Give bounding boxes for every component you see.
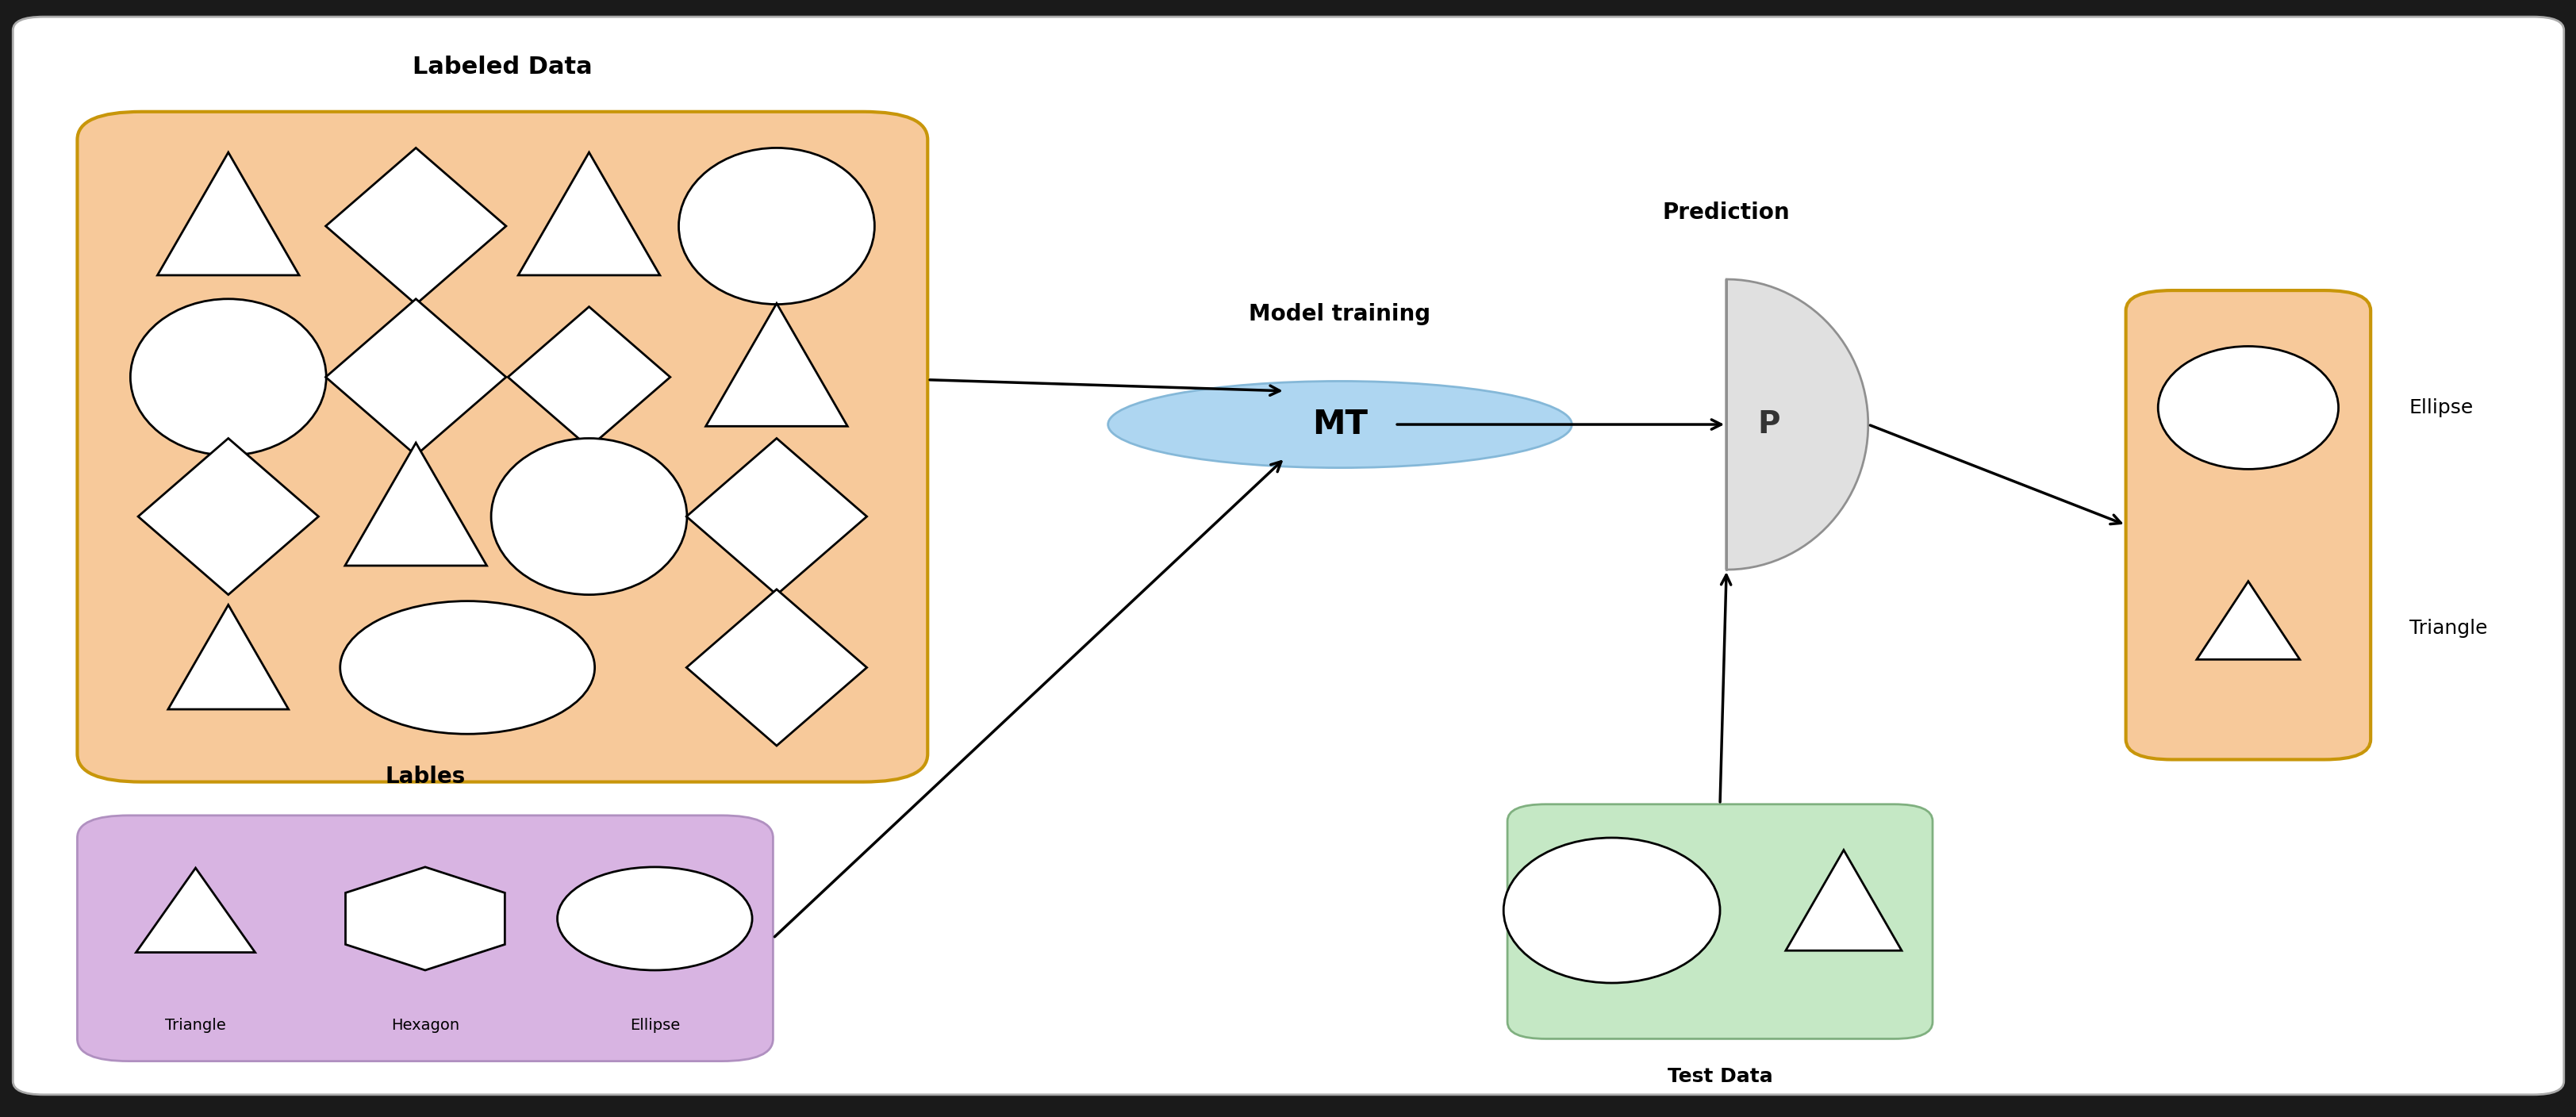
Text: Labeled Data: Labeled Data <box>412 55 592 78</box>
Polygon shape <box>507 307 670 448</box>
Ellipse shape <box>131 299 327 456</box>
Ellipse shape <box>492 438 688 594</box>
Text: Lables: Lables <box>384 765 466 787</box>
Ellipse shape <box>677 147 873 304</box>
FancyBboxPatch shape <box>77 112 927 782</box>
FancyBboxPatch shape <box>13 17 2563 1095</box>
Ellipse shape <box>1108 381 1571 468</box>
Polygon shape <box>518 152 659 275</box>
Text: Prediction: Prediction <box>1662 201 1790 223</box>
Polygon shape <box>685 590 866 746</box>
Polygon shape <box>1785 850 1901 951</box>
Polygon shape <box>685 438 866 594</box>
Polygon shape <box>345 867 505 971</box>
Polygon shape <box>325 147 505 304</box>
Polygon shape <box>706 304 848 427</box>
Polygon shape <box>345 442 487 565</box>
Text: Test Data: Test Data <box>1667 1067 1772 1086</box>
Text: Hexagon: Hexagon <box>392 1019 459 1033</box>
Text: MT: MT <box>1311 408 1368 441</box>
FancyBboxPatch shape <box>77 815 773 1061</box>
Text: P: P <box>1757 410 1780 439</box>
Polygon shape <box>1726 279 1868 570</box>
Polygon shape <box>137 868 255 953</box>
Ellipse shape <box>556 867 752 971</box>
Ellipse shape <box>2156 346 2336 469</box>
Text: Ellipse: Ellipse <box>629 1019 680 1033</box>
Polygon shape <box>2195 581 2298 659</box>
Polygon shape <box>139 438 319 594</box>
Text: Triangle: Triangle <box>2409 619 2486 638</box>
Text: Triangle: Triangle <box>165 1019 227 1033</box>
FancyBboxPatch shape <box>2125 290 2370 760</box>
Polygon shape <box>157 152 299 275</box>
Ellipse shape <box>340 601 595 734</box>
Polygon shape <box>325 299 505 456</box>
Polygon shape <box>167 605 289 709</box>
FancyBboxPatch shape <box>1507 804 1932 1039</box>
Text: Model training: Model training <box>1249 303 1430 325</box>
Text: Ellipse: Ellipse <box>2409 398 2473 418</box>
Ellipse shape <box>1502 838 1721 983</box>
